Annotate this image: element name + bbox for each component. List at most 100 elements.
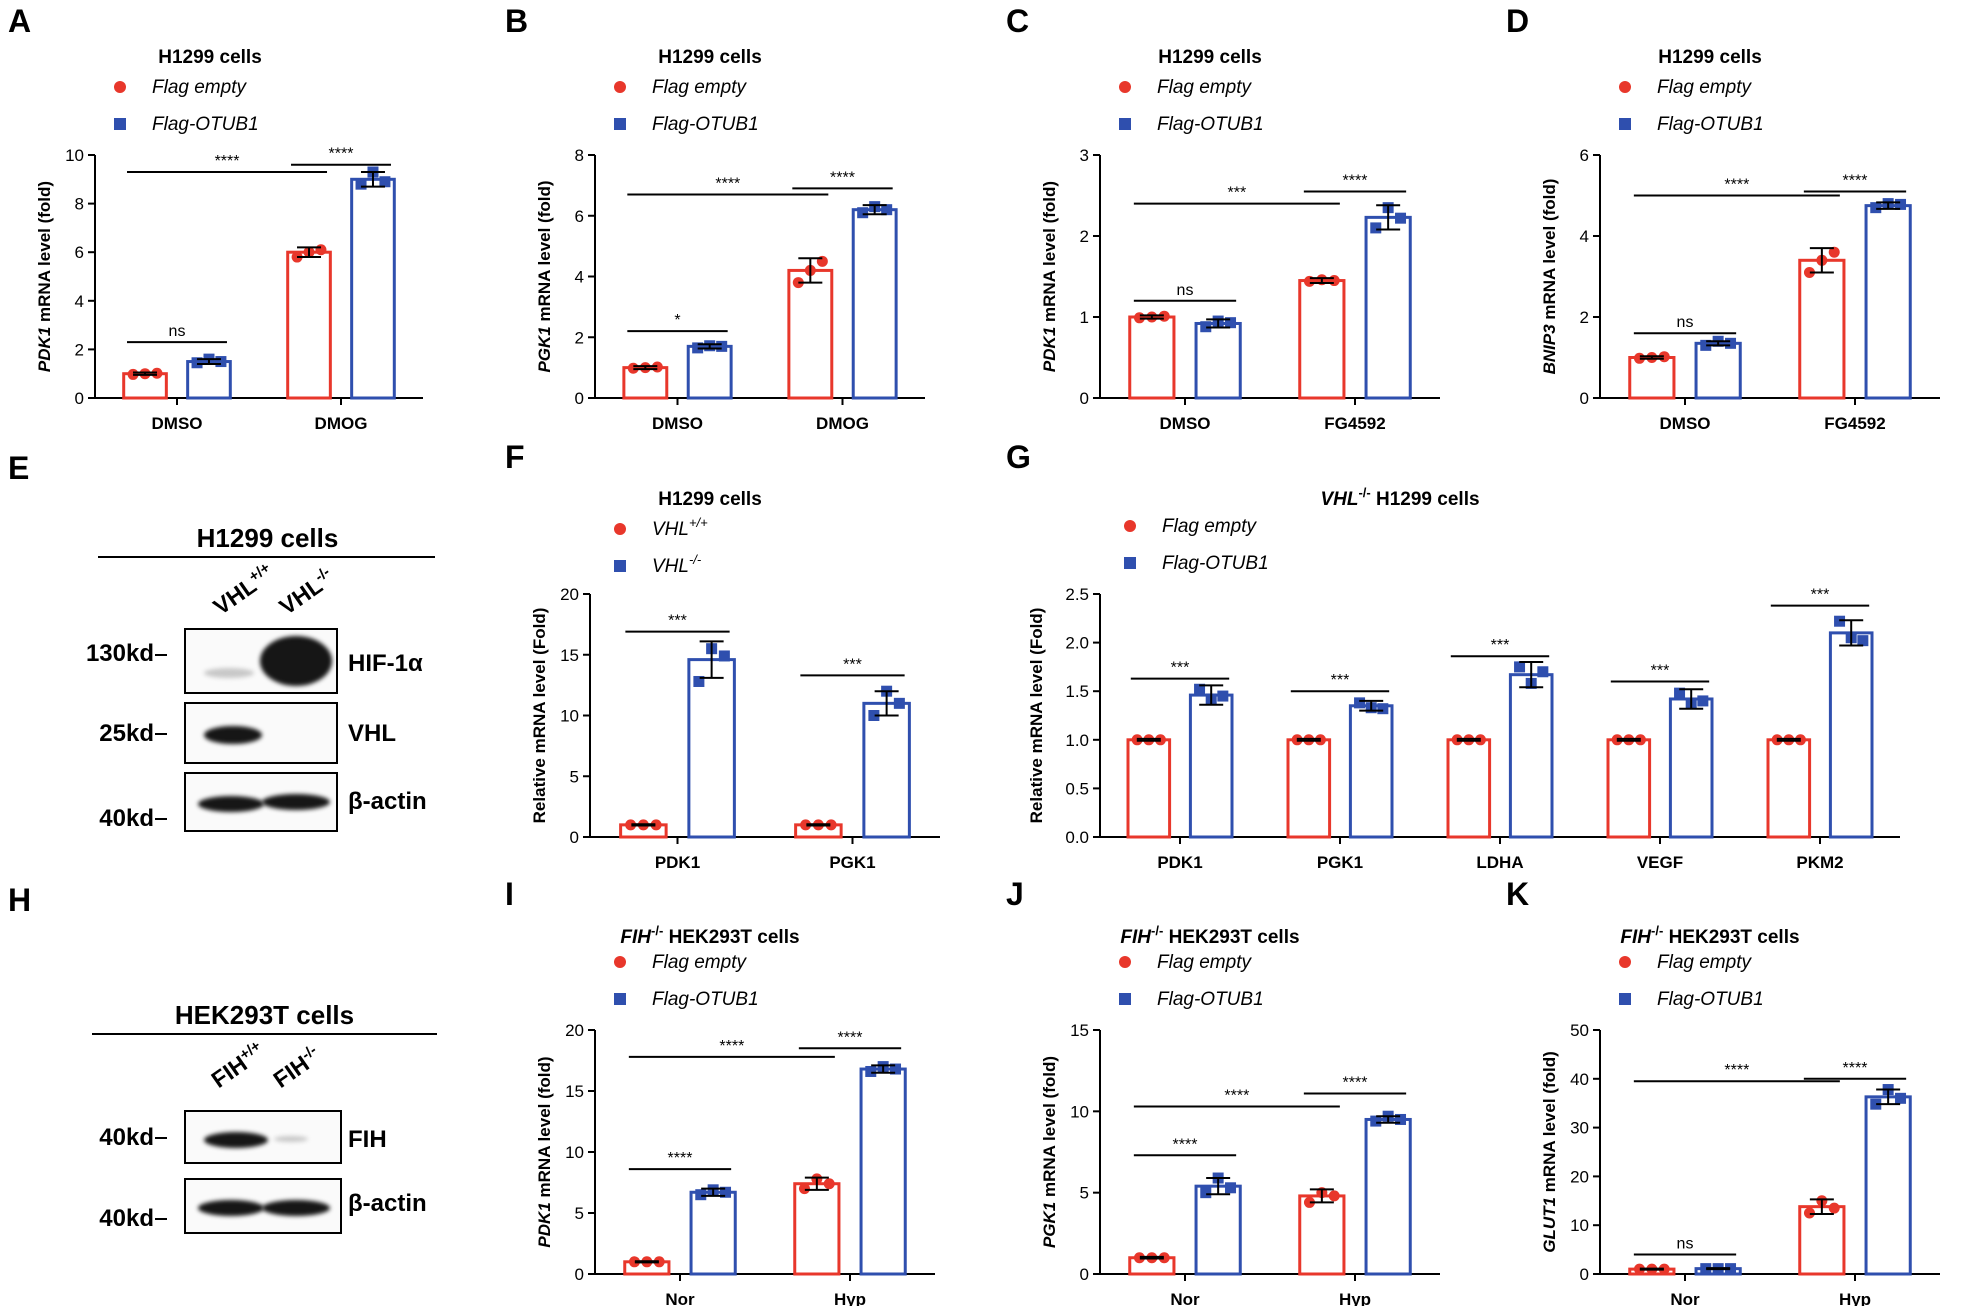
data-point (650, 819, 662, 831)
blot-kd-marker: 25kd (99, 720, 154, 747)
legend-marker-circle (1619, 956, 1631, 968)
legend-label: Flag empty (1162, 516, 1257, 537)
x-tick-label: FG4592 (1824, 414, 1885, 433)
data-point (890, 1063, 902, 1075)
data-point (692, 342, 704, 354)
blot-band (262, 1200, 330, 1216)
x-tick-label: PKM2 (1796, 853, 1843, 872)
data-point (1217, 690, 1229, 702)
blot-kd-tick (155, 1218, 167, 1220)
data-point (1370, 222, 1382, 234)
y-axis-label: Relative mRNA level (Fold) (530, 608, 549, 824)
legend-marker-square (614, 118, 626, 130)
blot-kd-marker: 40kd (99, 1124, 154, 1151)
data-point (1200, 321, 1212, 333)
y-tick-label: 6 (75, 243, 84, 262)
data-point (825, 819, 837, 831)
data-point (1225, 317, 1237, 329)
panel-letter: G (1006, 439, 1031, 475)
chart-panel-g: G VHL-/- H1299 cells Flag empty Flag-OTUB1 0… (1006, 439, 1900, 872)
data-point (1674, 687, 1686, 699)
chart-title: FIH-/- HEK293T cells (1620, 923, 1799, 948)
y-axis-label: GLUT1 mRNA level (fold) (1540, 1051, 1559, 1253)
data-point (1200, 1187, 1212, 1199)
legend-label: VHL+/+ (652, 515, 708, 540)
data-point (1328, 275, 1340, 287)
significance-label: *** (1811, 587, 1830, 604)
significance-label: *** (1171, 660, 1190, 677)
y-tick-label: 2 (575, 328, 584, 347)
blot-title-underline (92, 1033, 437, 1035)
bar (859, 1067, 907, 1276)
chart-title: H1299 cells (1158, 47, 1262, 68)
blot-strip-beta-actin (184, 772, 338, 832)
data-point (215, 356, 227, 368)
y-tick-label: 0 (75, 389, 84, 408)
legend-label: Flag-OTUB1 (1157, 989, 1264, 1010)
y-tick-label: 20 (560, 585, 579, 604)
y-tick-label: 0 (1580, 1265, 1589, 1284)
data-point (1803, 1207, 1815, 1219)
bar (793, 1182, 841, 1276)
y-axis-label: BNIP3 mRNA level (fold) (1540, 179, 1559, 375)
legend-marker-circle (1619, 81, 1631, 93)
blot-strip-beta-actin (184, 1178, 342, 1234)
legend-label: Flag empty (1657, 77, 1752, 98)
data-point (1377, 703, 1389, 715)
legend-label: Flag-OTUB1 (1657, 114, 1764, 135)
bar (1798, 258, 1846, 400)
y-tick-label: 2 (1080, 227, 1089, 246)
legend-marker-square (1619, 993, 1631, 1005)
blot-band (204, 726, 262, 744)
legend-label: Flag empty (652, 952, 747, 973)
blot-row-label: β-actin (348, 788, 427, 815)
x-tick-label: PDK1 (655, 853, 700, 872)
panel-letter-h: H (8, 882, 32, 918)
significance-label: ns (1677, 1235, 1694, 1252)
chart-panel-c: C H1299 cells Flag empty Flag-OTUB1 0 1 2 3 PDK1… (1006, 3, 1440, 433)
panel-letter: I (505, 876, 514, 912)
legend-marker-square (114, 118, 126, 130)
legend-label: Flag empty (652, 77, 747, 98)
bar (1298, 1194, 1346, 1276)
data-point (1725, 1263, 1737, 1275)
bar (1766, 738, 1812, 839)
panel-letter: A (8, 3, 31, 39)
bar (862, 701, 911, 839)
blot-kd-marker: 130kd (85, 640, 154, 667)
y-tick-label: 8 (75, 195, 84, 214)
significance-label: **** (715, 175, 740, 192)
legend-marker-square (1619, 118, 1631, 130)
y-tick-label: 6 (575, 207, 584, 226)
y-tick-label: 3 (1080, 146, 1089, 165)
blot-band (260, 636, 332, 686)
y-tick-label: 10 (65, 146, 84, 165)
data-point (1194, 683, 1206, 695)
bar (286, 250, 332, 400)
y-tick-label: 10 (1570, 1216, 1589, 1235)
y-tick-label: 1.0 (1065, 731, 1089, 750)
blot-kd-tick (155, 818, 167, 820)
data-point (355, 178, 367, 190)
legend-label: Flag-OTUB1 (152, 114, 259, 135)
chart-panel-b: B H1299 cells Flag empty Flag-OTUB1 0 2 4 6 8 PGK… (505, 3, 925, 433)
bar (1126, 738, 1172, 839)
bar (1364, 215, 1412, 400)
significance-label: * (674, 312, 680, 329)
blot-kd-tick (155, 654, 167, 656)
y-tick-label: 0.5 (1065, 779, 1089, 798)
legend-marker-circle (1119, 81, 1131, 93)
bar (1188, 693, 1234, 839)
data-point (1537, 666, 1549, 678)
data-point (1395, 1113, 1407, 1125)
bar (1628, 356, 1676, 400)
significance-label: **** (329, 146, 354, 163)
legend-marker-square (1119, 118, 1131, 130)
data-point (893, 697, 905, 709)
bar (1508, 673, 1554, 839)
blot-title-underline (98, 556, 435, 558)
y-axis-label: PDK1 mRNA level (fold) (535, 1056, 554, 1247)
significance-label: **** (1724, 1062, 1749, 1079)
data-point (1658, 1263, 1670, 1275)
bar (1668, 697, 1714, 839)
